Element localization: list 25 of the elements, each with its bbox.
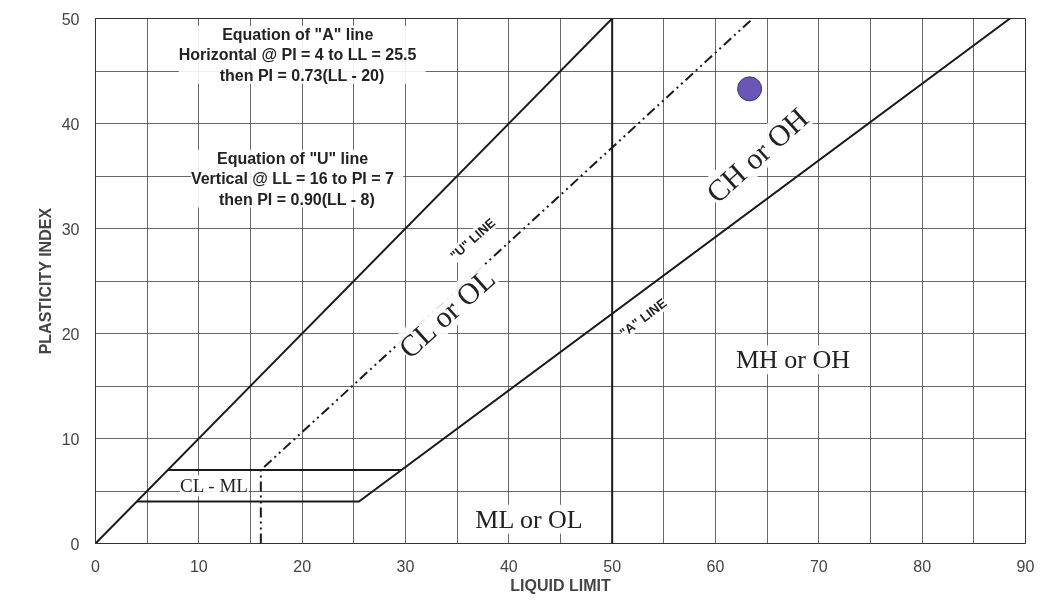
- x-tick-label: 50: [603, 557, 622, 575]
- x-tick-label: 80: [913, 557, 932, 575]
- annotation: MH or OH: [735, 345, 851, 375]
- annotation: ML or OL: [475, 504, 583, 534]
- y-tick-label: 40: [61, 115, 80, 133]
- y-axis-title: PLASTICITY INDEX: [36, 207, 54, 355]
- annotation: CL - ML: [180, 475, 248, 497]
- x-tick-label: 10: [189, 557, 208, 575]
- x-tick-label: 70: [809, 557, 828, 575]
- x-tick-label: 20: [293, 557, 312, 575]
- annotation: CH or OH: [699, 100, 815, 210]
- y-tick-label: 50: [61, 10, 80, 28]
- y-tick-label: 30: [61, 220, 80, 238]
- y-tick-label: 0: [70, 535, 80, 553]
- x-tick-label: 40: [499, 557, 518, 575]
- x-tick-label: 30: [396, 557, 415, 575]
- annotation: Equation of "A" line Horizontal @ PI = 4 to LL = 25.5 then PI = 0.73(LL - 20): [178, 25, 417, 84]
- x-tick-label: 90: [1016, 557, 1035, 575]
- y-tick-label: 20: [61, 325, 80, 343]
- y-tick-label: 10: [61, 430, 80, 448]
- annotation: Equation of "U" line Vertical @ LL = 16 to PI = 7 then PI = 0.90(LL - 8): [190, 149, 394, 208]
- x-tick-label: 0: [91, 557, 101, 575]
- annotation: CL or OL: [391, 261, 502, 365]
- x-tick-label: 60: [706, 557, 725, 575]
- x-axis-title: LIQUID LIMIT: [510, 576, 611, 594]
